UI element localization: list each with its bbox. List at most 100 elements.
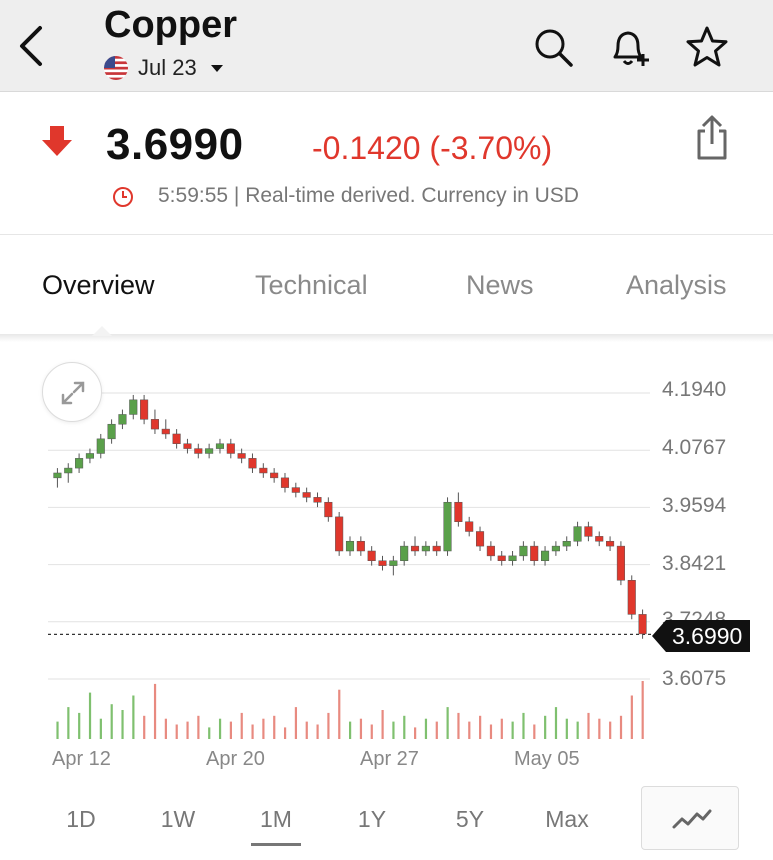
range-1d[interactable]: 1D	[66, 806, 96, 832]
volume-bar	[359, 718, 363, 739]
volume-bar	[153, 683, 157, 739]
candle	[356, 540, 365, 552]
candle	[291, 487, 300, 493]
candle	[118, 414, 127, 425]
contract-label: Jul 23	[138, 55, 197, 80]
y-tick: 4.0767	[662, 436, 727, 459]
range-max[interactable]: Max	[545, 806, 589, 832]
price-change: -0.1420 (-3.70%)	[312, 130, 553, 166]
candle	[584, 526, 593, 537]
page-title: Copper	[104, 4, 237, 46]
x-tick: May 05	[514, 748, 580, 770]
candle	[215, 443, 225, 449]
volume-bar	[229, 721, 232, 739]
volume-bar	[143, 715, 146, 739]
candle	[627, 580, 636, 615]
candle	[378, 560, 387, 566]
y-tick: 4.1940	[662, 378, 727, 401]
search-icon[interactable]	[530, 24, 576, 70]
last-price: 3.6990	[106, 120, 244, 169]
candle	[172, 433, 181, 444]
candle	[616, 545, 625, 581]
volume-bar	[554, 707, 558, 739]
tab-technical[interactable]: Technical	[255, 270, 368, 300]
share-icon[interactable]	[690, 114, 734, 162]
back-icon[interactable]	[12, 22, 52, 70]
range-1w[interactable]: 1W	[160, 806, 196, 832]
candle	[573, 526, 582, 542]
chart-type-button[interactable]	[641, 786, 739, 850]
volume-bar	[327, 712, 330, 739]
candle	[530, 545, 539, 561]
volume-bar	[446, 707, 449, 739]
price-chart[interactable]: 4.1940 4.0767 3.9594 3.8421 3.7248 3.607…	[0, 342, 773, 782]
candle	[248, 458, 257, 469]
volume-bar	[251, 724, 254, 739]
volume-bar	[240, 712, 243, 739]
volume-bar	[218, 718, 222, 739]
volume-bar	[435, 721, 438, 739]
candle	[541, 550, 550, 561]
volume-bar	[56, 721, 59, 739]
us-flag-icon	[104, 56, 128, 80]
range-1m[interactable]: 1M	[260, 806, 292, 832]
range-selector: 1D 1W 1M 1Y 5Y Max	[0, 784, 773, 860]
candle	[497, 555, 506, 561]
candle	[562, 540, 571, 547]
candle	[454, 501, 463, 522]
candle	[421, 545, 430, 552]
star-icon[interactable]	[684, 24, 730, 70]
candle	[432, 545, 441, 552]
volume-bar	[370, 724, 373, 739]
volume-bar	[262, 718, 265, 739]
candle	[75, 458, 84, 469]
candle	[443, 501, 452, 552]
candle	[302, 492, 311, 498]
candle	[475, 531, 485, 547]
add-alert-bell-icon[interactable]	[606, 24, 652, 70]
volume-bar	[283, 727, 287, 739]
candle	[508, 555, 517, 561]
range-5y[interactable]: 5Y	[455, 806, 485, 832]
candle	[345, 540, 355, 552]
volume-bar	[88, 692, 92, 739]
candle	[270, 472, 279, 479]
candle	[161, 428, 170, 435]
volume-bar	[78, 712, 81, 739]
volume-bar	[598, 718, 601, 739]
candle	[638, 614, 647, 635]
line-chart-icon	[672, 809, 712, 829]
tab-news[interactable]: News	[466, 270, 534, 300]
x-tick: Apr 20	[206, 748, 265, 770]
volume-bar	[338, 689, 341, 739]
volume-bar	[489, 724, 493, 739]
y-tick: 3.8421	[662, 552, 727, 575]
volume-bar	[641, 681, 644, 739]
volume-bar	[479, 715, 482, 739]
candle	[551, 545, 560, 552]
volume-bar	[305, 721, 308, 739]
tab-analysis[interactable]: Analysis	[626, 270, 727, 300]
candle	[129, 399, 138, 415]
quote-meta: 5:59:55 | Real-time derived. Currency in…	[158, 184, 579, 207]
candle	[85, 453, 94, 459]
range-1y[interactable]: 1Y	[357, 806, 387, 832]
volume-bar	[522, 712, 525, 739]
volume-bar	[392, 721, 395, 739]
volume-bar	[99, 718, 102, 739]
active-tab-indicator	[92, 326, 112, 336]
volume-bar	[576, 721, 579, 739]
tab-overview[interactable]: Overview	[42, 270, 155, 300]
down-arrow-icon	[40, 124, 74, 158]
volume-bar	[403, 715, 406, 739]
volume-bar	[587, 712, 590, 739]
contract-selector[interactable]: Jul 23	[104, 55, 223, 81]
candle	[107, 423, 116, 440]
volume-bar	[121, 710, 124, 739]
quote-panel: 3.6990 -0.1420 (-3.70%) 5:59:55 | Real-t…	[0, 92, 773, 235]
volume-bar	[294, 707, 298, 739]
expand-icon[interactable]	[42, 362, 102, 422]
y-tick: 3.9594	[662, 494, 727, 517]
chevron-down-icon	[210, 64, 223, 72]
section-tabs: Overview Technical News Analysis	[0, 236, 773, 336]
